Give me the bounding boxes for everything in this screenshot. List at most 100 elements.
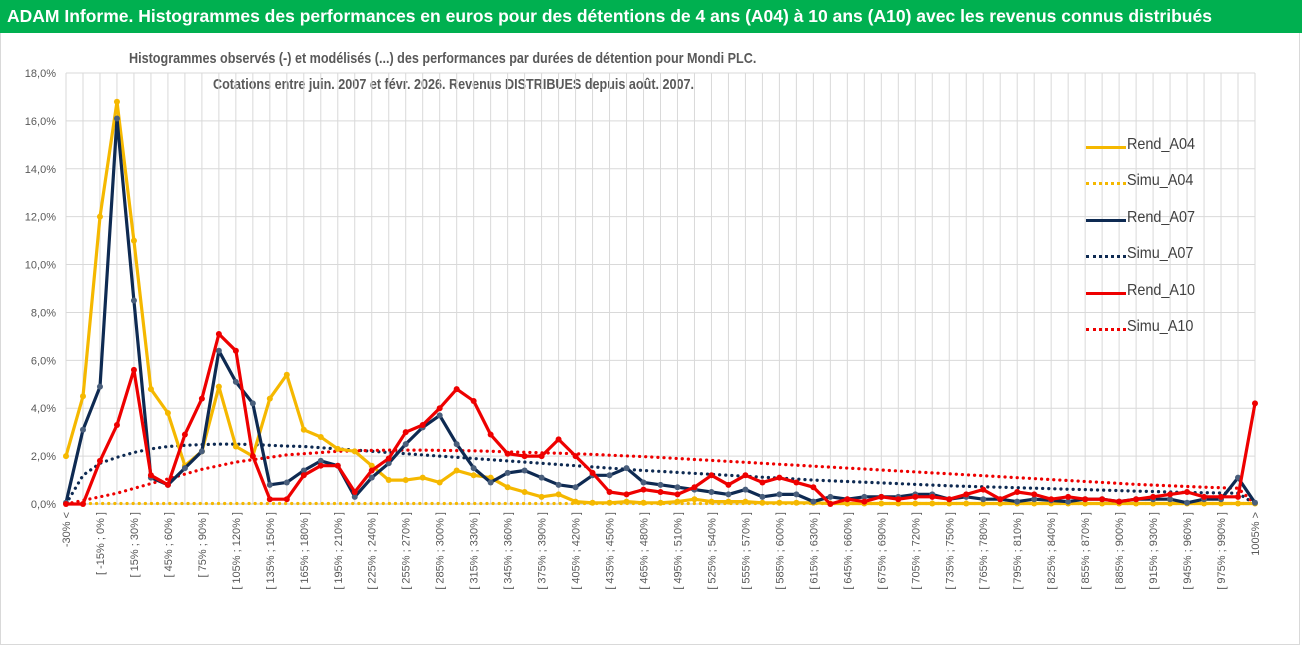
data-point [708, 472, 715, 479]
data-point [657, 481, 664, 488]
data-point [589, 469, 596, 476]
data-point [300, 472, 307, 479]
data-point [368, 462, 375, 469]
data-point [521, 453, 528, 460]
data-point [878, 500, 885, 507]
data-point [351, 493, 358, 500]
data-point [453, 386, 460, 393]
legend-swatch [1086, 218, 1126, 222]
data-point [266, 496, 273, 503]
x-tick-label: [ 735% ; 750% ] [944, 512, 956, 590]
y-tick-label: 14,0% [25, 164, 56, 176]
y-tick-label: 0,0% [31, 499, 56, 511]
data-point [1201, 493, 1208, 500]
data-point [300, 467, 307, 474]
x-tick-label: [ 345% ; 360% ] [503, 512, 515, 590]
data-point [997, 500, 1004, 507]
data-point [232, 443, 239, 450]
data-point [453, 467, 460, 474]
data-point [470, 472, 477, 479]
data-point [504, 484, 511, 491]
data-point [725, 481, 732, 488]
data-point [657, 499, 664, 506]
data-point [164, 410, 171, 417]
data-point [113, 421, 120, 428]
data-point [1133, 496, 1140, 503]
data-point [793, 479, 800, 486]
data-point [385, 455, 392, 462]
data-point [317, 433, 324, 440]
data-point [997, 496, 1004, 503]
data-point [504, 450, 511, 457]
data-point [674, 484, 681, 491]
y-tick-label: 16,0% [25, 116, 56, 128]
data-point [63, 453, 69, 460]
data-point [538, 453, 545, 460]
x-tick-label: [ 285% ; 300% ] [435, 512, 447, 590]
data-point [725, 491, 732, 498]
data-point [861, 498, 868, 505]
legend-item-rend-a10: Rend_A10 [1080, 276, 1280, 312]
data-point [640, 486, 647, 493]
data-point [334, 445, 341, 452]
data-point [1184, 499, 1191, 506]
x-tick-label: [ 195% ; 210% ] [333, 512, 345, 590]
data-point [725, 498, 732, 505]
data-point [1031, 500, 1038, 507]
data-point [368, 474, 375, 481]
x-tick-label: [ 855% ; 870% ] [1080, 512, 1092, 590]
data-point [351, 448, 358, 455]
data-point [895, 500, 902, 507]
chart-frame [0, 33, 1300, 645]
x-tick-label: [ 315% ; 330% ] [469, 512, 481, 590]
data-point [827, 501, 834, 507]
data-point [487, 431, 494, 438]
legend-item-rend-a07: Rend_A07 [1080, 203, 1280, 239]
x-tick-label: [ 405% ; 420% ] [571, 512, 583, 590]
data-point [181, 465, 188, 472]
series-line-simu-a07 [64, 442, 1257, 506]
x-tick-label: [ 585% ; 600% ] [774, 512, 786, 590]
data-point [742, 486, 749, 493]
data-point [895, 496, 902, 503]
data-point [521, 467, 528, 474]
data-point [402, 441, 409, 448]
data-point [385, 477, 392, 484]
data-point [623, 498, 630, 505]
data-point [283, 479, 290, 486]
data-point [385, 460, 392, 467]
data-point [572, 484, 579, 491]
data-point [742, 472, 749, 479]
data-point [1099, 500, 1106, 507]
data-point [113, 115, 120, 122]
data-point [266, 481, 273, 488]
legend-swatch [1086, 146, 1126, 149]
y-tick-label: 10,0% [25, 260, 56, 272]
data-point [776, 474, 783, 481]
y-tick-label: 12,0% [25, 212, 56, 224]
data-point [759, 499, 766, 506]
data-point [555, 481, 562, 488]
data-point [1167, 500, 1174, 507]
data-point [402, 477, 409, 484]
data-point [79, 501, 86, 507]
x-tick-label: [ 765% ; 780% ] [978, 512, 990, 590]
data-point [198, 395, 205, 402]
data-point [130, 297, 137, 304]
data-point [1014, 489, 1021, 496]
x-tick-label: [ 15% ; 30% ] [129, 512, 141, 577]
x-tick-label: 1005% > [1250, 512, 1262, 556]
data-point [1150, 500, 1157, 507]
chart-title-line1: Histogrammes observés (-) et modélisés (… [129, 50, 757, 67]
data-point [810, 484, 817, 491]
data-point [572, 498, 579, 505]
x-tick-label: [ 945% ; 960% ] [1182, 512, 1194, 590]
data-point [810, 498, 817, 505]
data-point [419, 421, 426, 428]
data-point [776, 499, 783, 506]
data-point [215, 347, 222, 354]
data-point [317, 462, 324, 469]
data-point [538, 493, 545, 500]
y-tick-label: 6,0% [31, 355, 56, 367]
data-point [640, 479, 647, 486]
